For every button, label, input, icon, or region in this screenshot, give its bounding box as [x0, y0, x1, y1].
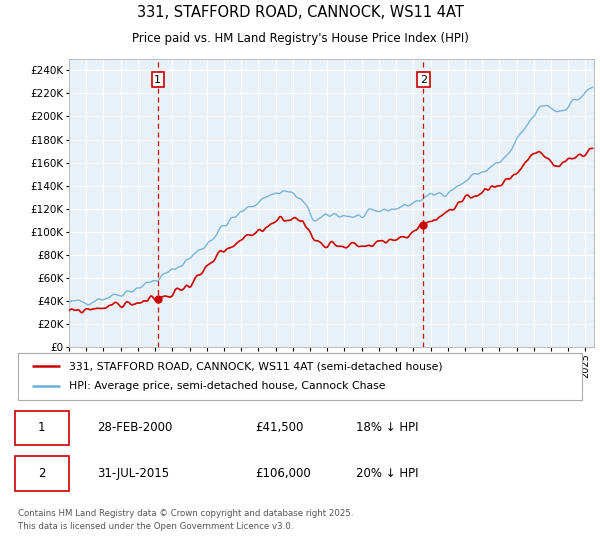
Text: HPI: Average price, semi-detached house, Cannock Chase: HPI: Average price, semi-detached house,…: [69, 381, 385, 391]
Text: £41,500: £41,500: [255, 421, 303, 435]
Text: 18% ↓ HPI: 18% ↓ HPI: [356, 421, 419, 435]
Text: 28-FEB-2000: 28-FEB-2000: [97, 421, 172, 435]
Text: 1: 1: [38, 421, 46, 435]
Text: 331, STAFFORD ROAD, CANNOCK, WS11 4AT: 331, STAFFORD ROAD, CANNOCK, WS11 4AT: [137, 5, 463, 20]
Text: 31-JUL-2015: 31-JUL-2015: [97, 467, 169, 480]
Text: Price paid vs. HM Land Registry's House Price Index (HPI): Price paid vs. HM Land Registry's House …: [131, 32, 469, 45]
Text: Contains HM Land Registry data © Crown copyright and database right 2025.
This d: Contains HM Land Registry data © Crown c…: [18, 510, 353, 531]
Text: 1: 1: [154, 74, 161, 85]
FancyBboxPatch shape: [15, 411, 69, 445]
FancyBboxPatch shape: [15, 456, 69, 491]
Text: £106,000: £106,000: [255, 467, 311, 480]
Text: 20% ↓ HPI: 20% ↓ HPI: [356, 467, 419, 480]
Text: 2: 2: [419, 74, 427, 85]
Text: 2: 2: [38, 467, 46, 480]
FancyBboxPatch shape: [18, 353, 582, 400]
Text: 331, STAFFORD ROAD, CANNOCK, WS11 4AT (semi-detached house): 331, STAFFORD ROAD, CANNOCK, WS11 4AT (s…: [69, 361, 442, 371]
